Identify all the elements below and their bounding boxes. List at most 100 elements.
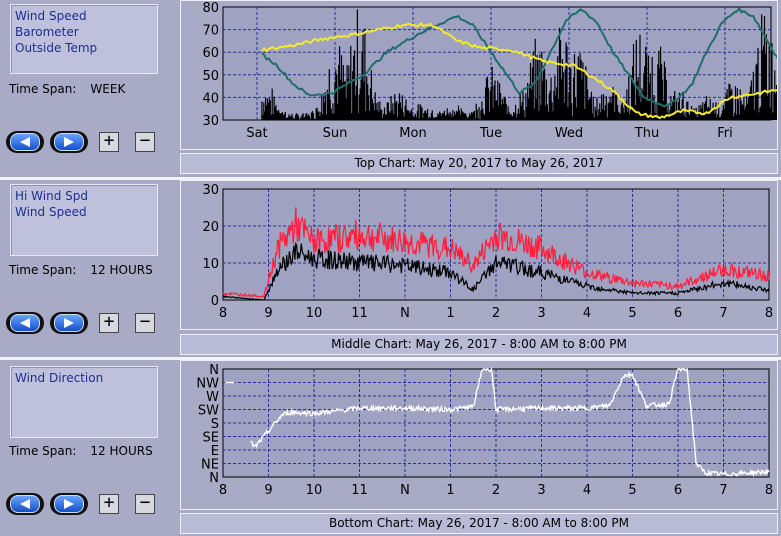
timespan-value: WEEK: [90, 82, 126, 96]
y-tick-label: SE: [203, 431, 219, 446]
right-arrow-icon: [64, 499, 74, 509]
y-tick-label: 0: [211, 294, 219, 309]
bottom-legend: Wind Direction: [10, 366, 158, 438]
legend-item: Wind Speed: [15, 9, 87, 23]
x-tick-label: 1: [446, 483, 454, 498]
top-legend: Wind Speed Barometer Outside Temp: [10, 4, 158, 74]
y-tick-label: NW: [196, 377, 219, 392]
x-tick-label: 6: [674, 483, 682, 498]
x-tick-label: 4: [583, 306, 591, 321]
x-tick-label: Sat: [246, 126, 267, 141]
bottom-zoom-in-button[interactable]: +: [99, 494, 119, 514]
x-tick-label: 9: [264, 483, 272, 498]
divider: [0, 357, 781, 360]
timespan-label: Time Span:: [9, 444, 77, 458]
top-chart-caption: Top Chart: May 20, 2017 to May 26, 2017: [180, 153, 778, 174]
y-tick-label: N: [209, 471, 219, 486]
x-tick-label: 3: [537, 306, 545, 321]
timespan-label: Time Span:: [9, 263, 77, 277]
y-tick-label: 20: [202, 220, 219, 235]
legend-item: Hi Wind Spd: [15, 189, 88, 203]
hi-wind-series: [222, 207, 770, 299]
x-tick-label: 3: [537, 483, 545, 498]
x-tick-label: 2: [492, 483, 500, 498]
y-tick-label: 50: [202, 69, 219, 84]
x-tick-label: Thu: [634, 126, 659, 141]
wind-speed-series: [261, 9, 777, 120]
middle-timespan: Time Span: 12 HOURS: [9, 263, 153, 277]
x-tick-label: Mon: [399, 126, 426, 141]
legend-item: Barometer: [15, 25, 79, 39]
y-tick-label: 80: [202, 1, 219, 16]
right-arrow-icon: [64, 318, 74, 328]
x-tick-label: 5: [628, 306, 636, 321]
wind-direction-series: [250, 366, 770, 478]
top-zoom-in-button[interactable]: +: [99, 132, 119, 152]
middle-back-button[interactable]: [6, 312, 44, 334]
x-tick-label: 11: [351, 306, 368, 321]
middle-forward-button[interactable]: [50, 312, 88, 334]
y-tick-label: NE: [201, 458, 219, 473]
y-tick-label: 40: [202, 91, 219, 106]
y-tick-label: 10: [202, 257, 219, 272]
legend-item: Wind Direction: [15, 371, 104, 385]
x-tick-label: 8: [219, 483, 227, 498]
timespan-value: 12 HOURS: [90, 263, 153, 277]
middle-panel: Hi Wind Spd Wind Speed Time Span: 12 HOUR…: [0, 180, 781, 357]
top-zoom-out-button[interactable]: −: [135, 132, 155, 152]
x-tick-label: Sun: [323, 126, 348, 141]
x-tick-label: 10: [306, 483, 323, 498]
x-tick-label: 8: [219, 306, 227, 321]
top-panel: Wind Speed Barometer Outside Temp Time S…: [0, 0, 781, 178]
x-tick-label: Fri: [717, 126, 733, 141]
top-timespan: Time Span: WEEK: [9, 82, 125, 96]
top-back-button[interactable]: [6, 131, 44, 153]
x-tick-label: 7: [719, 306, 727, 321]
y-tick-label: 70: [202, 24, 219, 39]
y-tick-label: S: [211, 417, 219, 432]
x-tick-label: N: [400, 483, 410, 498]
wind-speed-series: [222, 241, 770, 301]
right-arrow-icon: [64, 137, 74, 147]
bottom-timespan: Time Span: 12 HOURS: [9, 444, 153, 458]
middle-zoom-out-button[interactable]: −: [135, 313, 155, 333]
x-tick-label: 4: [583, 483, 591, 498]
y-tick-label: N: [209, 363, 219, 378]
bottom-back-button[interactable]: [6, 493, 44, 515]
left-arrow-icon: [20, 137, 30, 147]
bottom-chart-caption: Bottom Chart: May 26, 2017 - 8:00 AM to …: [180, 513, 778, 534]
y-tick-label: 30: [202, 114, 219, 129]
legend-item: Outside Temp: [15, 41, 98, 55]
x-tick-label: 1: [446, 306, 454, 321]
legend-item: Wind Speed: [15, 205, 87, 219]
y-tick-label: SW: [198, 404, 219, 419]
x-tick-label: 7: [719, 483, 727, 498]
left-arrow-icon: [20, 318, 30, 328]
x-tick-label: 11: [351, 483, 368, 498]
x-tick-label: 8: [765, 483, 773, 498]
divider: [0, 177, 781, 180]
bottom-zoom-out-button[interactable]: −: [135, 494, 155, 514]
bottom-forward-button[interactable]: [50, 493, 88, 515]
x-tick-label: N: [400, 306, 410, 321]
x-tick-label: 5: [628, 483, 636, 498]
timespan-value: 12 HOURS: [90, 444, 153, 458]
top-chart: 30 40 50 60 70 80 Sat Sun Mon Tue Wed Thu Fri: [180, 0, 778, 150]
y-tick-label: E: [211, 444, 219, 459]
middle-zoom-in-button[interactable]: +: [99, 313, 119, 333]
left-arrow-icon: [20, 499, 30, 509]
outside-temp-series: [261, 22, 777, 120]
y-tick-label: W: [206, 390, 219, 405]
top-forward-button[interactable]: [50, 131, 88, 153]
x-tick-label: 2: [492, 306, 500, 321]
x-tick-label: 8: [765, 306, 773, 321]
barometer-series: [261, 6, 777, 108]
middle-legend: Hi Wind Spd Wind Speed: [10, 184, 158, 256]
x-tick-label: 9: [264, 306, 272, 321]
y-tick-label: 60: [202, 46, 219, 61]
x-tick-label: 6: [674, 306, 682, 321]
middle-chart: 0 10 20 30 8 9 10 11 N 1 2 3 4 5 6 7 8: [180, 180, 778, 330]
x-tick-label: 10: [306, 306, 323, 321]
